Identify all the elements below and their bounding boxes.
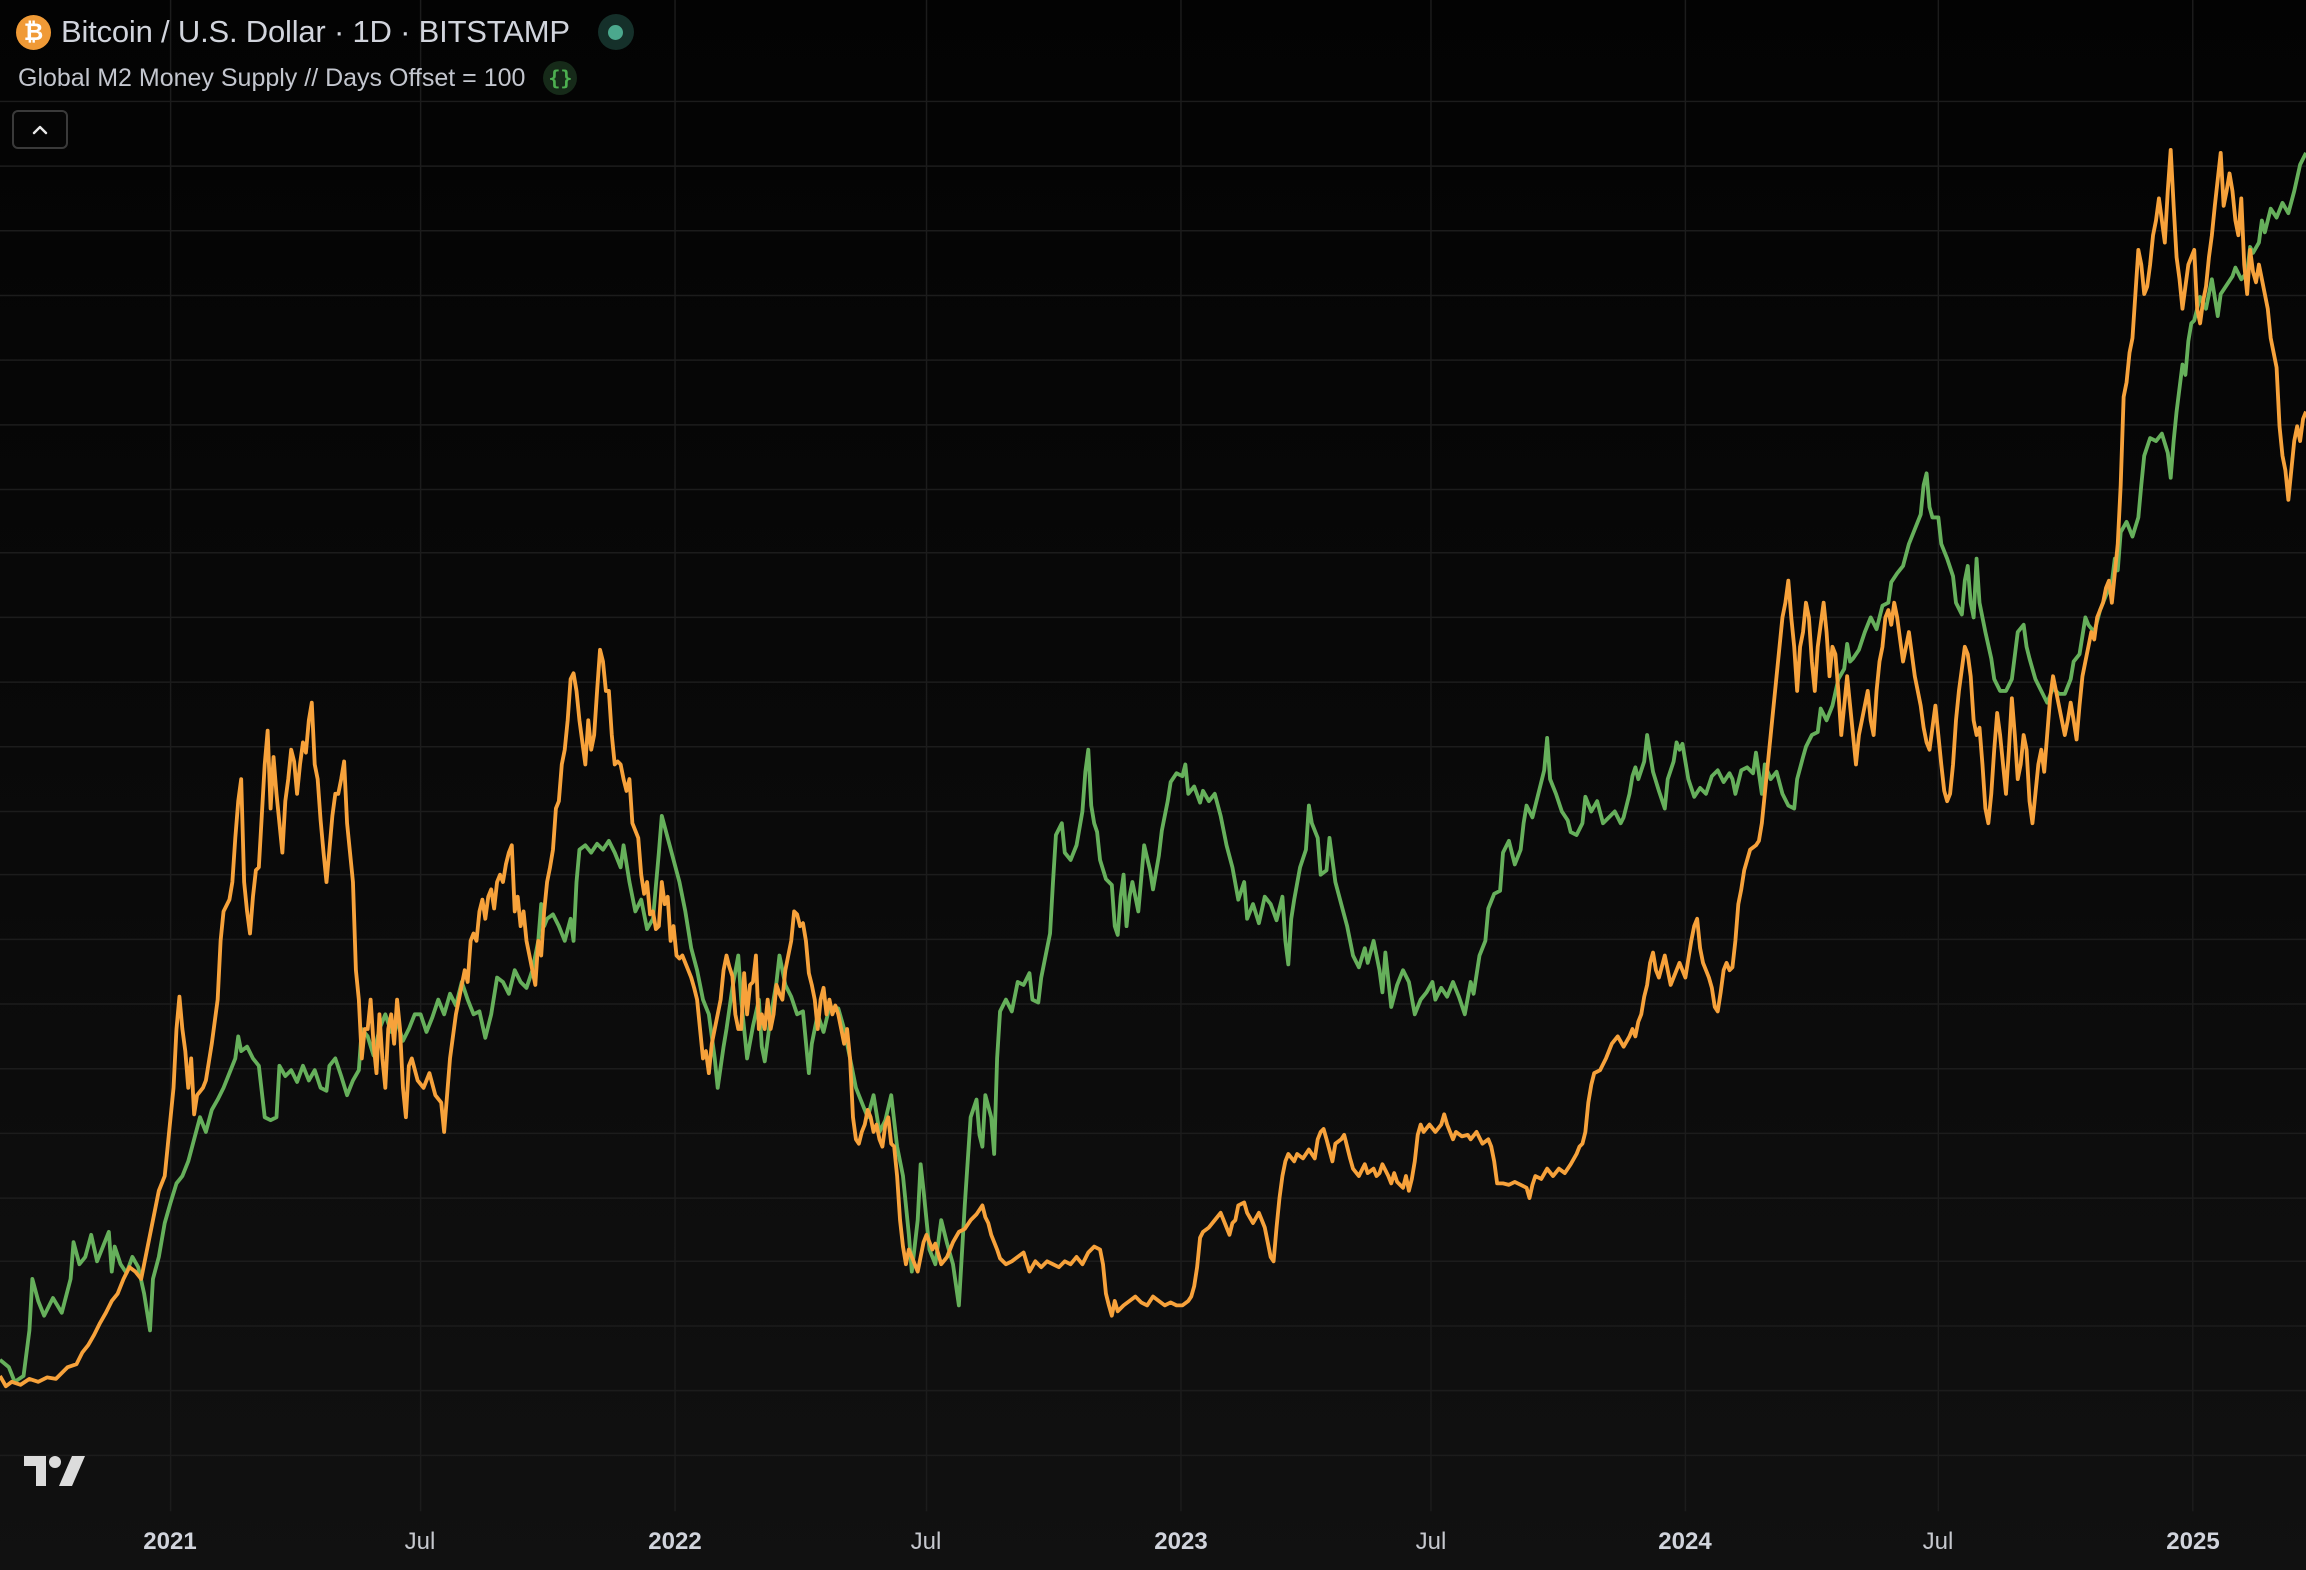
bitcoin-icon: ₿ [16, 14, 51, 50]
indicator-title[interactable]: Global M2 Money Supply // Days Offset = … [18, 63, 526, 92]
grid-lines [0, 0, 2306, 1512]
chevron-up-icon [32, 125, 48, 134]
time-tick-label: 2023 [1154, 1528, 1208, 1555]
time-tick-label: 2025 [2166, 1528, 2220, 1555]
live-dot-icon [608, 24, 624, 40]
tradingview-logo[interactable] [22, 1454, 86, 1488]
code-braces-icon[interactable]: {} [543, 61, 578, 95]
time-tick-label: Jul [404, 1528, 436, 1555]
chart-legend: ₿ Bitcoin / U.S. Dollar · 1D · BITSTAMP … [16, 12, 634, 98]
time-tick-label: Jul [910, 1528, 942, 1555]
time-tick-label: Jul [1415, 1528, 1447, 1555]
symbol-legend-row[interactable]: ₿ Bitcoin / U.S. Dollar · 1D · BITSTAMP [16, 12, 634, 52]
time-tick-label: 2024 [1658, 1528, 1712, 1555]
indicator-legend-row[interactable]: Global M2 Money Supply // Days Offset = … [16, 58, 634, 98]
symbol-title[interactable]: Bitcoin / U.S. Dollar · 1D · BITSTAMP [61, 14, 570, 49]
collapse-legend-button[interactable] [12, 110, 68, 149]
btc-series-line [0, 148, 2306, 1389]
time-tick-label: Jul [1922, 1528, 1954, 1555]
market-status-indicator[interactable] [597, 14, 634, 50]
time-axis[interactable]: 2021 Jul 2022 Jul 2023 Jul 2024 Jul 2025 [0, 1510, 2306, 1570]
time-tick-label: 2022 [648, 1528, 702, 1555]
time-tick-label: 2021 [143, 1528, 197, 1555]
m2-series-line [0, 152, 2306, 1384]
